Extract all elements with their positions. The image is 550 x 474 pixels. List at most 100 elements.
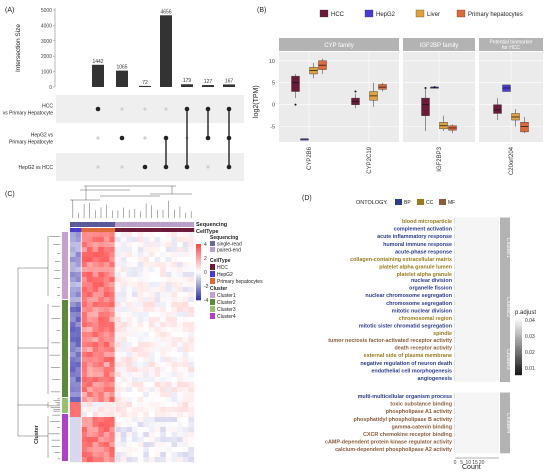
panel-c-heat-cell	[177, 277, 183, 283]
panel-c-heat-cell	[148, 427, 155, 433]
panel-b-legend-swatch	[415, 9, 425, 18]
panel-c-heat-cell	[109, 387, 116, 393]
panel-c-heat-cell	[81, 342, 88, 348]
panel-c-heat-cell	[182, 397, 189, 403]
panel-c-heat-cell	[109, 252, 116, 258]
panel-d-term: CXCR chemokine receptor binding	[363, 432, 452, 438]
panel-a-matrix-dot	[120, 107, 124, 111]
panel-c-heat-cell	[137, 432, 144, 438]
panel-d-cluster-label: Cluster4	[505, 413, 511, 433]
panel-b: (B) HCC HepG2 Liver Primary hepatocytes log…	[253, 7, 543, 175]
panel-c-heat-cell	[171, 352, 178, 358]
panel-c-heat-cell	[171, 262, 178, 268]
panel-c-heat-cell	[188, 357, 195, 363]
panel-a-bar-label: 127	[204, 79, 213, 85]
panel-c-heat-cell	[109, 442, 116, 448]
panel-c-celltype-cell	[103, 228, 110, 232]
panel-c-column-dendrogram	[70, 185, 192, 218]
panel-b-facet-title: CYP family	[324, 43, 354, 49]
panel-c-heat-cell	[86, 302, 93, 308]
panel-c-heat-cell	[115, 297, 121, 303]
panel-c-heat-cell	[132, 457, 138, 463]
panel-c-heat-cell	[98, 247, 105, 253]
panel-c-heat-cell	[188, 332, 195, 338]
panel-c-heat-cell	[70, 247, 76, 253]
panel-c-heat-cell	[171, 337, 178, 343]
panel-c-heat-cell	[98, 402, 105, 408]
panel-c-heat-cell	[165, 277, 172, 283]
panel-c-heat-cell	[70, 232, 76, 238]
panel-c-heat-cell	[177, 327, 183, 333]
panel-c-heat-cell	[103, 327, 110, 333]
panel-c-heat-cell	[182, 387, 189, 393]
panel-c-heat-cell	[75, 312, 82, 318]
panel-c-heat-cell	[120, 247, 127, 253]
panel-c-legend-item: Cluster2	[217, 300, 236, 306]
panel-c-heat-cell	[132, 352, 138, 358]
panel-c-heat-cell	[132, 347, 138, 353]
panel-d-padjust-step	[515, 337, 522, 340]
panel-c-heat-cell	[120, 427, 127, 433]
panel-c-scale-step	[196, 258, 201, 261]
panel-d-xtick: 10	[466, 460, 472, 466]
panel-c-heat-cell	[182, 307, 189, 313]
panel-c-heat-cell	[92, 242, 99, 248]
panel-c-heat-cell	[126, 327, 133, 333]
panel-c-heat-cell	[81, 312, 88, 318]
panel-c-heat-cell	[103, 322, 110, 328]
panel-c-heat-cell	[70, 272, 76, 278]
panel-c-heat-cell	[86, 397, 93, 403]
panel-c-heat-cell	[182, 442, 189, 448]
panel-d-ontology-item: CC	[426, 200, 434, 206]
panel-c-heat-cell	[115, 412, 121, 418]
panel-b-legend-swatch	[364, 9, 374, 18]
panel-c-heat-cell	[160, 322, 167, 328]
panel-c-heat-cell	[86, 247, 93, 253]
panel-c-heat-cell	[81, 427, 88, 433]
panel-d-panel-bg	[455, 392, 499, 454]
panel-c-heat-cell	[115, 252, 121, 258]
panel-c-heat-cell	[109, 422, 116, 428]
panel-c-seq-cell	[154, 222, 161, 227]
panel-b-gene-label: CYP2B6	[307, 146, 313, 170]
panel-c-heat-cell	[188, 312, 195, 318]
panel-c-heat-cell	[81, 357, 88, 363]
panel-c-heat-cell	[143, 317, 150, 323]
panel-d-term: death receptor activity	[394, 346, 452, 352]
panel-c-heat-cell	[126, 392, 133, 398]
panel-c-heat-cell	[148, 367, 155, 373]
panel-c-heat-cell	[103, 457, 110, 463]
panel-c-heat-cell	[70, 297, 76, 303]
panel-c-heat-cell	[126, 367, 133, 373]
panel-a-matrix-dot	[95, 106, 101, 112]
panel-c-heat-cell	[92, 352, 99, 358]
panel-a-bar	[160, 15, 172, 87]
panel-c-heat-cell	[160, 347, 167, 353]
panel-c-heat-cell	[120, 407, 127, 413]
panel-c-heat-cell	[126, 282, 133, 288]
panel-c-heat-cell	[143, 237, 150, 243]
panel-c-heat-cell	[165, 342, 172, 348]
panel-c-heat-cell	[132, 412, 138, 418]
panel-c-heat-cell	[109, 457, 116, 463]
panel-c-scale-tick: 0	[204, 270, 207, 276]
panel-c-heat-cell	[182, 382, 189, 388]
panel-c-heat-cell	[109, 297, 116, 303]
panel-c-heat-cell	[86, 317, 93, 323]
panel-c-heat-cell	[154, 407, 161, 413]
panel-c-heat-cell	[109, 402, 116, 408]
panel-c-heat-cell	[75, 262, 82, 268]
panel-c-heat-cell	[143, 432, 150, 438]
panel-c-heat-cell	[120, 317, 127, 323]
panel-c-heat-cell	[103, 357, 110, 363]
panel-c-heat-cell	[137, 412, 144, 418]
panel-c-heat-cell	[92, 362, 99, 368]
panel-c-celltype-cell	[177, 228, 183, 232]
panel-c-heat-cell	[98, 292, 105, 298]
panel-c-heat-cell	[126, 457, 133, 463]
panel-c-heat-cell	[81, 272, 88, 278]
panel-c-heat-cell	[137, 422, 144, 428]
panel-c-heat-cell	[98, 237, 105, 243]
panel-c-heat-cell	[143, 457, 150, 463]
